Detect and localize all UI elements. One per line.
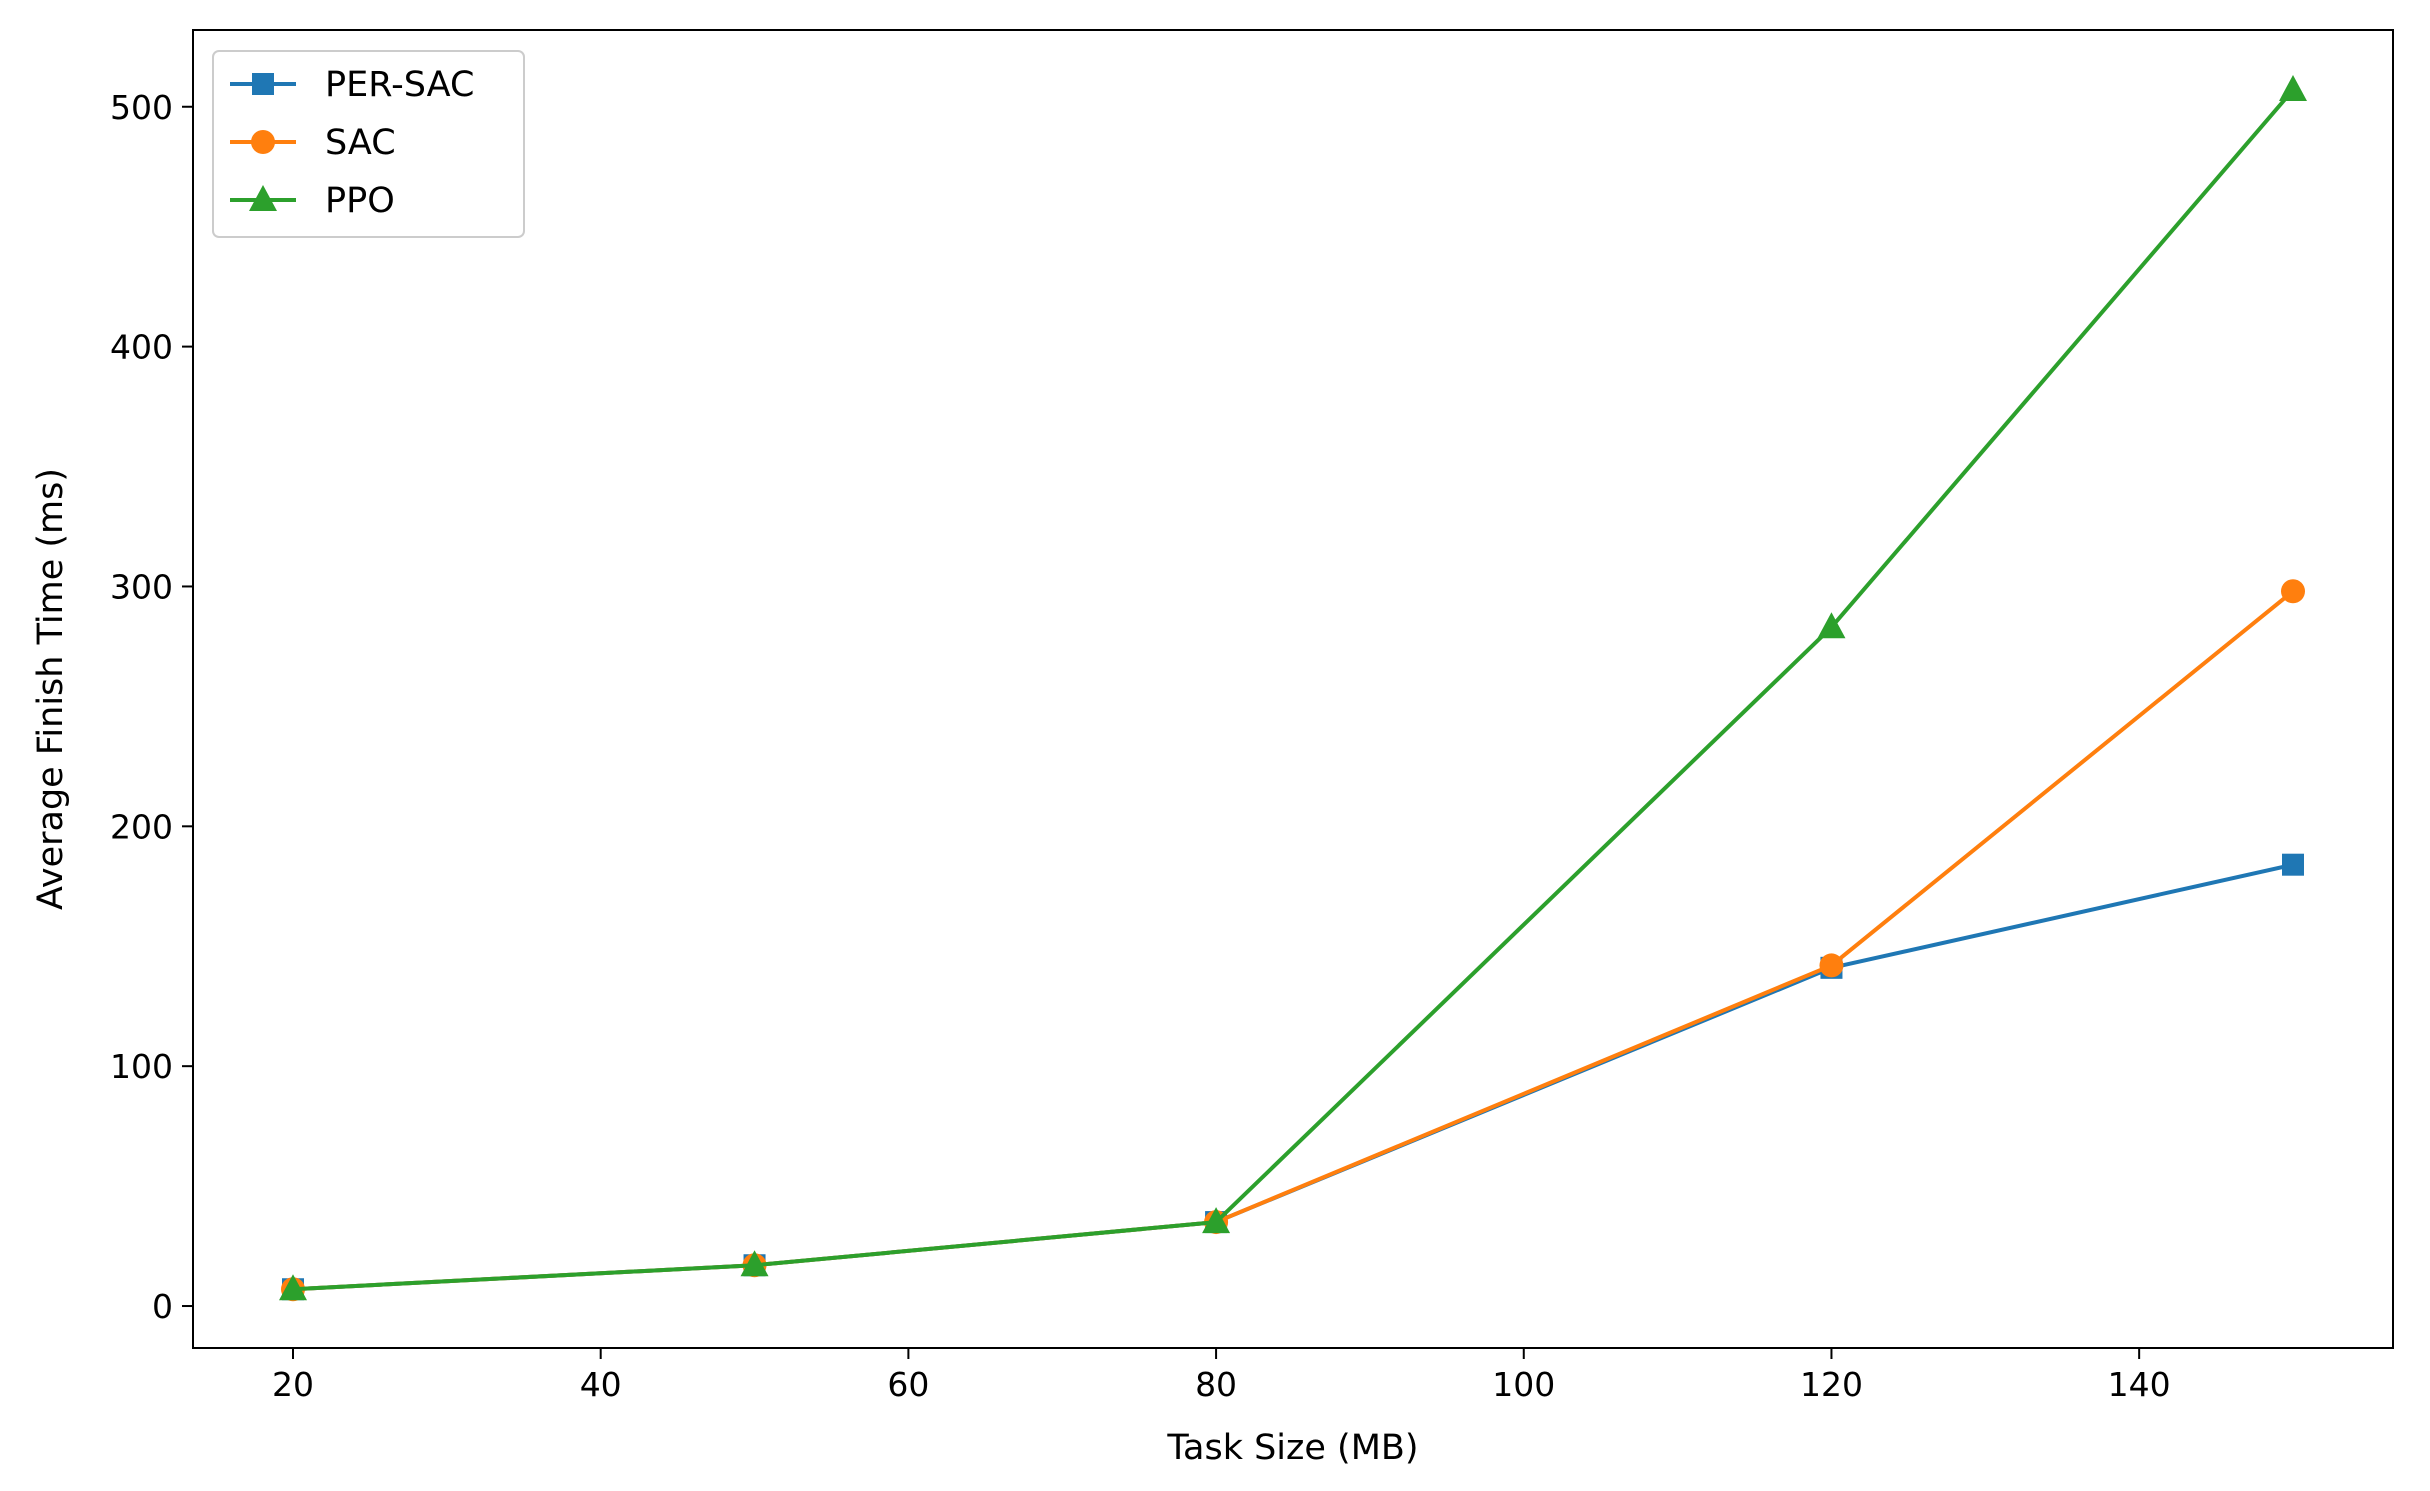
y-tick-label: 300 <box>110 567 173 606</box>
legend-label: PPO <box>325 181 395 221</box>
x-tick-label: 20 <box>272 1365 314 1404</box>
data-point <box>1202 1207 1231 1234</box>
series-layer <box>279 74 2307 1302</box>
series-line <box>292 88 2295 1292</box>
legend-swatch-marker <box>251 130 275 154</box>
data-point <box>279 1274 307 1301</box>
series-line <box>292 862 2294 1292</box>
x-tick-label: 60 <box>887 1365 929 1404</box>
y-axis: 0 100 200 300 400 500 <box>110 88 193 1326</box>
x-axis: 20 40 60 80 100 120 140 <box>272 1348 2171 1404</box>
legend-label: PER-SAC <box>325 65 474 105</box>
x-tick-label: 40 <box>580 1365 622 1404</box>
y-axis-label: Average Finish Time (ms) <box>31 468 71 910</box>
legend-swatch-marker <box>249 185 277 211</box>
y-tick-label: 200 <box>110 807 173 846</box>
legend-swatch-marker <box>252 73 274 95</box>
legend-item: PPO <box>230 181 395 221</box>
legend: PER-SAC SAC PPO <box>212 50 525 238</box>
plot-frame <box>192 29 2394 1349</box>
series-sac <box>281 579 2305 1302</box>
legend-item: SAC <box>230 123 396 163</box>
data-point <box>2279 74 2307 101</box>
data-point <box>1817 612 1846 639</box>
series-ppo <box>279 74 2307 1301</box>
data-point <box>2282 853 2304 876</box>
x-axis-label: Task Size (MB) <box>1166 1428 1418 1468</box>
data-point <box>1819 953 1844 978</box>
data-point <box>740 1250 769 1277</box>
x-tick-label: 120 <box>1800 1365 1863 1404</box>
y-tick-label: 500 <box>110 88 173 127</box>
y-tick-label: 400 <box>110 328 173 367</box>
x-tick-label: 140 <box>2108 1365 2171 1404</box>
x-tick-label: 80 <box>1195 1365 1237 1404</box>
legend-label: SAC <box>325 123 396 163</box>
y-tick-label: 0 <box>152 1287 173 1326</box>
x-tick-label: 100 <box>1492 1365 1555 1404</box>
legend-box <box>212 50 525 238</box>
data-point <box>2281 579 2305 604</box>
series-per-sac <box>282 853 2304 1301</box>
y-tick-label: 100 <box>110 1047 173 1086</box>
series-line <box>292 589 2295 1292</box>
legend-item: PER-SAC <box>230 65 474 105</box>
